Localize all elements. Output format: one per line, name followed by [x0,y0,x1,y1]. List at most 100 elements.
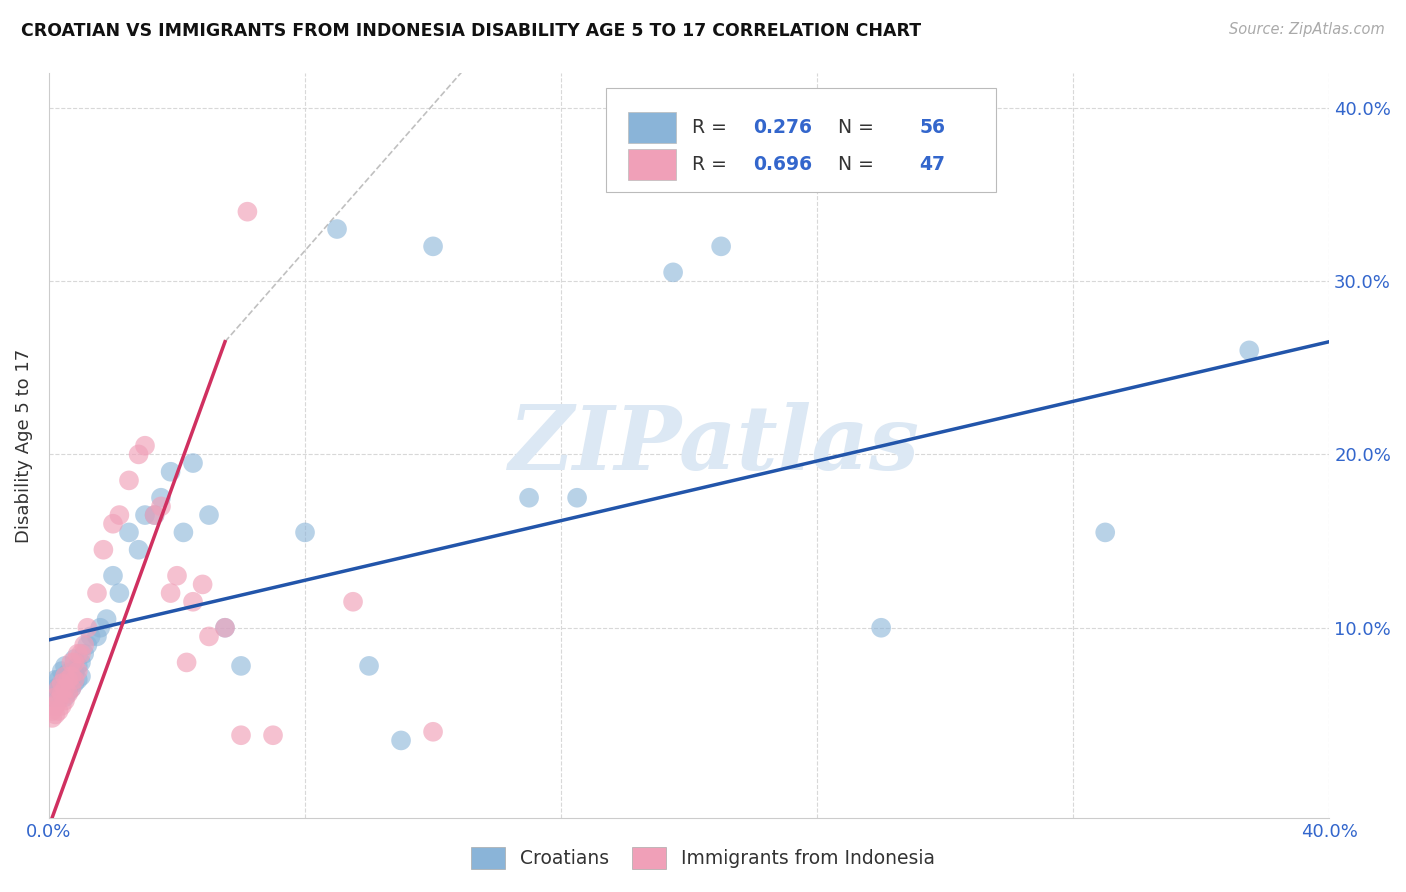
Point [48,693,70,707]
Point [60,669,83,683]
Point [86,586,108,600]
Text: 56: 56 [920,118,946,136]
Point [172,525,194,540]
Point [66,664,89,678]
Point [70,669,93,683]
Point [108,508,131,522]
Point [76,638,98,652]
Point [1239,343,1261,358]
Point [710,239,733,253]
Text: N =: N = [820,155,880,174]
Point [56,665,79,680]
Point [1094,525,1116,540]
Point [63,656,86,670]
Point [108,586,131,600]
Point [76,621,98,635]
Point [53,659,76,673]
Point [53,669,76,683]
FancyBboxPatch shape [627,149,676,180]
Text: 0.696: 0.696 [754,155,813,174]
Point [60,681,83,696]
Text: N =: N = [820,118,880,136]
Point [229,728,252,742]
Point [229,659,252,673]
Point [51,698,73,713]
Point [159,465,181,479]
Point [143,508,166,522]
Point [128,542,150,557]
Point [143,508,166,522]
Point [134,439,156,453]
Point [73,647,96,661]
Point [53,681,76,696]
Point [294,525,316,540]
Point [662,265,685,279]
Point [63,673,86,687]
Point [63,676,86,690]
Point [56,687,79,701]
Point [41,704,63,718]
Point [389,733,412,747]
Point [53,681,76,696]
Point [93,542,115,557]
Point [176,656,198,670]
Point [60,681,83,696]
Point [86,629,108,643]
Point [56,673,79,687]
Point [51,664,73,678]
Point [51,676,73,690]
Point [422,724,444,739]
Point [44,690,66,705]
Point [565,491,588,505]
Point [51,687,73,701]
Point [150,500,173,514]
Point [166,568,188,582]
Text: ZIPatlas: ZIPatlas [509,402,920,489]
Text: R =: R = [692,118,733,136]
Point [63,665,86,680]
Point [56,685,79,699]
Point [198,508,221,522]
Point [134,508,156,522]
Point [181,456,204,470]
Point [79,629,101,643]
Point [101,516,124,531]
Point [53,690,76,705]
Point [118,474,141,488]
Point [181,595,204,609]
Point [51,687,73,701]
Text: CROATIAN VS IMMIGRANTS FROM INDONESIA DISABILITY AGE 5 TO 17 CORRELATION CHART: CROATIAN VS IMMIGRANTS FROM INDONESIA DI… [21,22,921,40]
Point [44,681,66,696]
Point [66,673,89,687]
Point [198,629,221,643]
Y-axis label: Disability Age 5 to 17: Disability Age 5 to 17 [15,349,32,543]
Point [357,659,380,673]
Point [150,491,173,505]
Point [48,681,70,696]
Point [89,621,111,635]
Point [422,239,444,253]
Legend: Croatians, Immigrants from Indonesia: Croatians, Immigrants from Indonesia [463,838,943,878]
Point [41,690,63,705]
Point [41,711,63,725]
Text: 0.276: 0.276 [754,118,813,136]
Point [70,647,93,661]
Text: R =: R = [692,155,733,174]
Point [118,525,141,540]
Point [517,491,540,505]
Point [56,676,79,690]
Point [44,673,66,687]
Point [66,647,89,661]
Point [191,577,214,591]
Point [214,621,236,635]
Point [53,693,76,707]
Point [159,586,181,600]
Point [60,669,83,683]
Point [60,656,83,670]
Point [48,673,70,687]
Point [48,681,70,696]
Point [66,659,89,673]
Point [44,707,66,722]
FancyBboxPatch shape [627,112,676,143]
Point [73,638,96,652]
